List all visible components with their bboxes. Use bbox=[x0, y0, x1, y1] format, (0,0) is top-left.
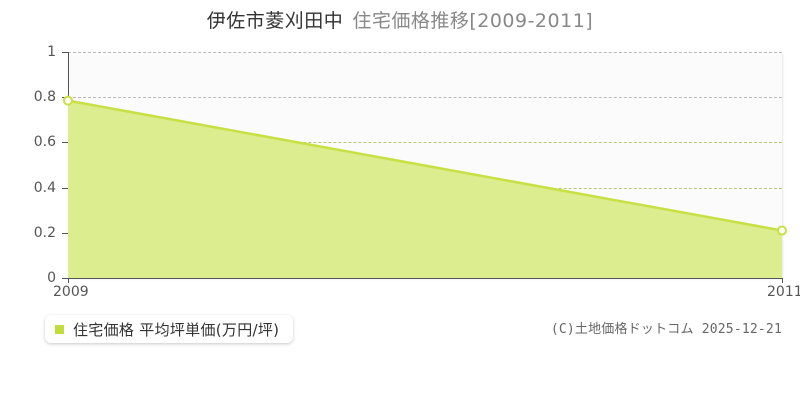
gridline bbox=[68, 52, 782, 53]
legend-label: 住宅価格 平均坪単価(万円/坪) bbox=[73, 320, 280, 339]
y-tick-label: 0.6 bbox=[33, 134, 56, 151]
y-tick-mark bbox=[62, 142, 68, 144]
copyright-credit: (C)土地価格ドットコム 2025-12-21 bbox=[550, 322, 782, 337]
y-tick-label: 1 bbox=[47, 44, 56, 60]
title-location: 伊佐市菱刈田中 bbox=[206, 10, 344, 32]
series-line bbox=[68, 101, 782, 231]
x-axis-line bbox=[68, 278, 783, 279]
data-series-area bbox=[68, 52, 782, 278]
y-tick-label: 0 bbox=[47, 270, 56, 286]
y-tick-mark bbox=[62, 232, 68, 234]
series-area-fill bbox=[68, 100, 782, 278]
page-title: 伊佐市菱刈田中 住宅価格推移[2009-2011] bbox=[0, 9, 800, 33]
legend-swatch-icon bbox=[55, 324, 64, 334]
x-tick-mark-2011 bbox=[782, 278, 783, 283]
x-tick-mark-2009 bbox=[68, 278, 69, 283]
chart-legend[interactable]: 住宅価格 平均坪単価(万円/坪) bbox=[45, 315, 294, 343]
y-tick-mark bbox=[62, 52, 68, 53]
gridline bbox=[68, 142, 782, 144]
x-axis-label-start: 2009 bbox=[53, 284, 89, 300]
y-tick-mark bbox=[62, 278, 68, 279]
y-tick-label: 0.4 bbox=[33, 179, 56, 196]
y-tick-label: 0.2 bbox=[33, 224, 56, 241]
data-point-marker[interactable] bbox=[64, 97, 72, 105]
gridline bbox=[68, 97, 782, 99]
x-axis-label-end: 2011 bbox=[767, 284, 800, 300]
y-tick-label: 0.8 bbox=[33, 89, 56, 106]
y-tick-mark bbox=[62, 187, 68, 189]
title-subject: 住宅価格推移[2009-2011] bbox=[352, 10, 594, 32]
data-point-marker[interactable] bbox=[778, 227, 786, 235]
